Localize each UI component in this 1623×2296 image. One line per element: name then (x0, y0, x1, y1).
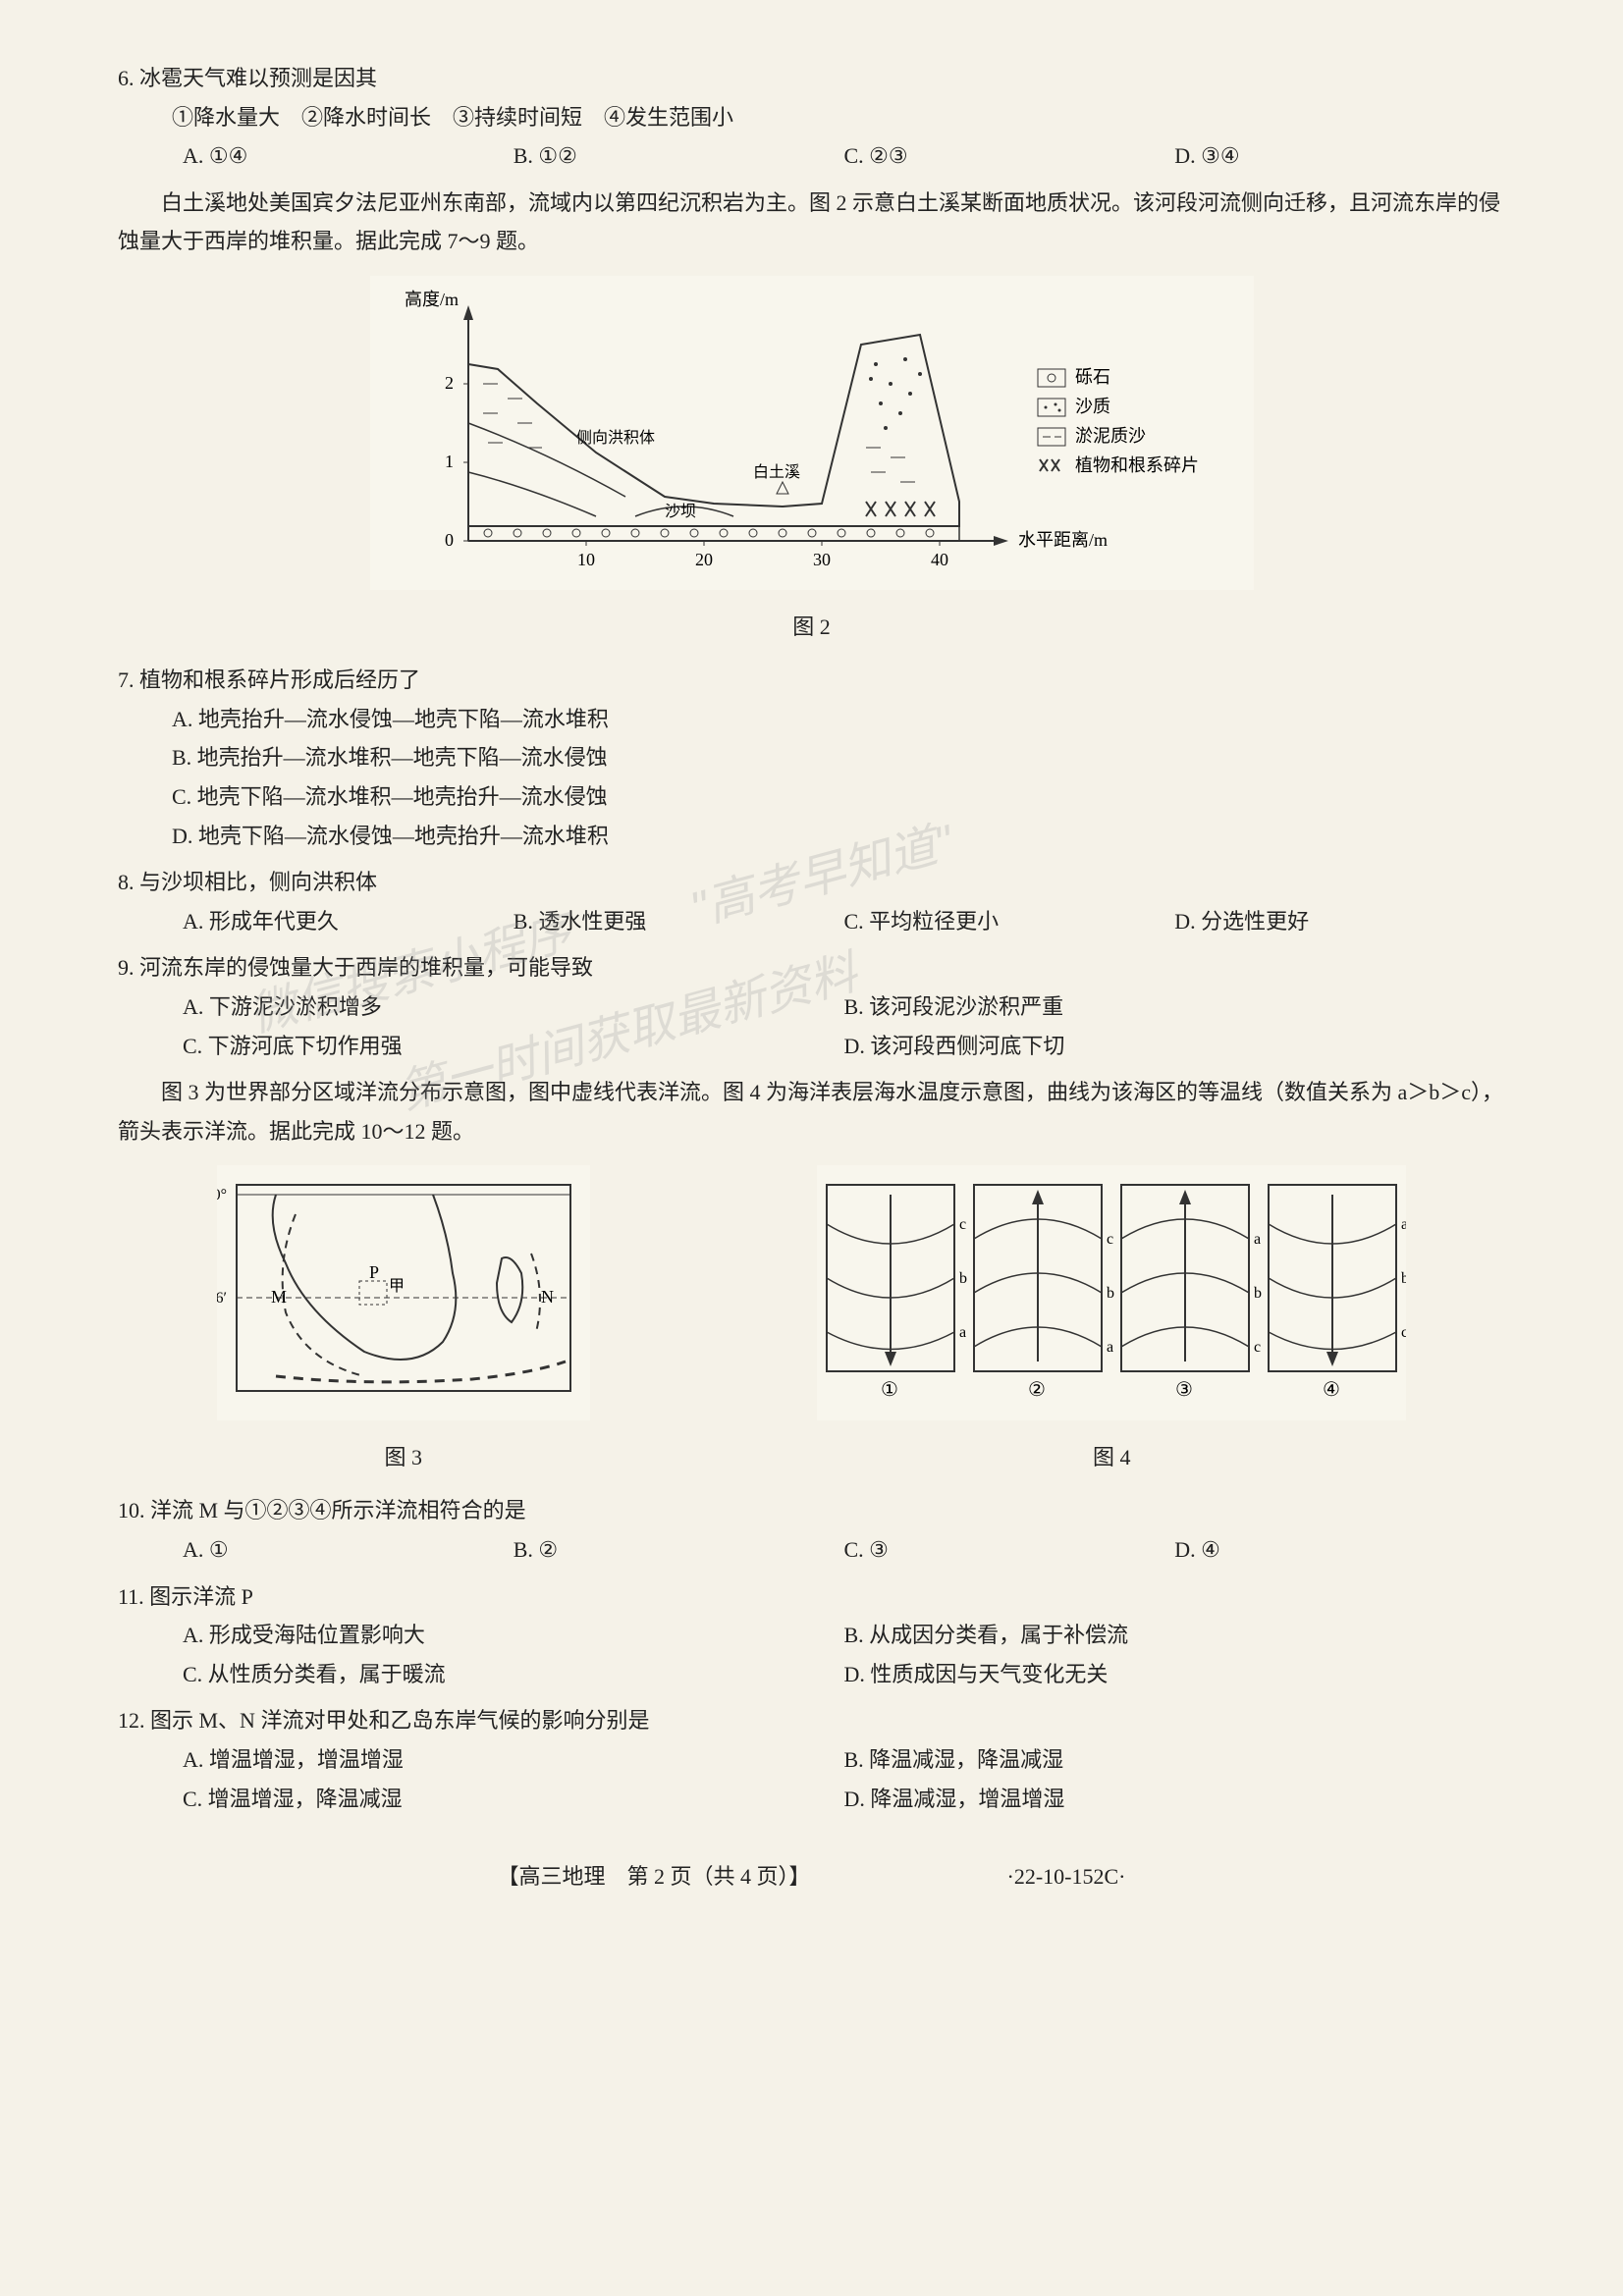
q6-subitems: ①降水量大 ②降水时间长 ③持续时间短 ④发生范围小 (118, 98, 1505, 137)
q12-opt-d: D. 降温减湿，增温增湿 (844, 1780, 1506, 1819)
q11-text: 11. 图示洋流 P (118, 1577, 1505, 1617)
q12-opt-a: A. 增温增湿，增温增湿 (183, 1740, 844, 1780)
svg-text:c: c (959, 1216, 966, 1233)
q8-opt-c: C. 平均粒径更小 (844, 902, 1175, 941)
figure-2: 0 1 2 10 20 30 40 高度/m 水平距离/m (118, 276, 1505, 646)
legend-silt: 淤泥质沙 (1075, 426, 1146, 446)
legend-gravel: 砾石 (1075, 367, 1110, 387)
q8-opt-d: D. 分选性更好 (1174, 902, 1505, 941)
q7-opt-b: B. 地壳抬升—流水堆积—地壳下陷—流水侵蚀 (172, 738, 1505, 777)
svg-text:a: a (959, 1324, 966, 1341)
xtick-0: 10 (577, 550, 595, 569)
fig4-caption: 图 4 (817, 1438, 1406, 1477)
intro-7-9: 白土溪地处美国宾夕法尼亚州东南部，流域内以第四纪沉积岩为主。图 2 示意白土溪某… (118, 184, 1505, 261)
intro-10-12: 图 3 为世界部分区域洋流分布示意图，图中虚线代表洋流。图 4 为海洋表层海水温… (118, 1073, 1505, 1150)
svg-text:a: a (1401, 1216, 1406, 1233)
q10-opt-a: A. ① (183, 1530, 514, 1570)
q10-opt-c: C. ③ (844, 1530, 1175, 1570)
ytick-1: 1 (445, 452, 454, 471)
xtick-3: 40 (931, 550, 948, 569)
xtick-1: 20 (695, 550, 713, 569)
figure-4: c b a ① c b a ② (817, 1165, 1406, 1476)
M-label: M (271, 1287, 287, 1307)
q10-opt-b: B. ② (514, 1530, 844, 1570)
river-label: 白土溪 (753, 463, 800, 481)
q12-opt-b: B. 降温减湿，降温减湿 (844, 1740, 1506, 1780)
svg-text:c: c (1254, 1339, 1261, 1356)
P-label: P (369, 1262, 379, 1282)
q9-text: 9. 河流东岸的侵蚀量大于西岸的堆积量，可能导致 (118, 948, 1505, 988)
q6-opt-a: A. ①④ (183, 136, 514, 176)
q6-opt-d: D. ③④ (1174, 136, 1505, 176)
tropic-label: 23°26′ (217, 1290, 227, 1307)
figure-3: 0° 23°26′ M N P 甲 图 3 (217, 1165, 590, 1476)
footer-code: ·22-10-152C· (1007, 1857, 1126, 1896)
q12-text: 12. 图示 M、N 洋流对甲处和乙岛东岸气候的影响分别是 (118, 1701, 1505, 1740)
q7-opt-c: C. 地壳下陷—流水堆积—地壳抬升—流水侵蚀 (172, 777, 1505, 817)
N-label: N (541, 1287, 554, 1307)
ytick-2: 2 (445, 373, 454, 393)
footer-page: 【高三地理 第 2 页（共 4 页）】 (498, 1857, 811, 1896)
q6-opt-c: C. ②③ (844, 136, 1175, 176)
svg-text:b: b (1107, 1285, 1114, 1302)
q9-opt-b: B. 该河段泥沙淤积严重 (844, 988, 1506, 1027)
svg-text:c: c (1401, 1324, 1406, 1341)
q9-opt-a: A. 下游泥沙淤积增多 (183, 988, 844, 1027)
svg-text:③: ③ (1175, 1379, 1193, 1401)
q7-text: 7. 植物和根系碎片形成后经历了 (118, 661, 1505, 700)
q6-text: 6. 冰雹天气难以预测是因其 (118, 59, 1505, 98)
q11-opt-b: B. 从成因分类看，属于补偿流 (844, 1616, 1506, 1655)
q11-opt-a: A. 形成受海陆位置影响大 (183, 1616, 844, 1655)
q9-opt-c: C. 下游河底下切作用强 (183, 1027, 844, 1066)
fig2-caption: 图 2 (118, 608, 1505, 647)
q9-opt-d: D. 该河段西侧河底下切 (844, 1027, 1506, 1066)
svg-text:a: a (1254, 1231, 1261, 1248)
svg-text:①: ① (881, 1379, 898, 1401)
jia-label: 甲 (389, 1278, 405, 1295)
svg-text:b: b (959, 1270, 967, 1287)
svg-text:a: a (1107, 1339, 1113, 1356)
q7-opt-a: A. 地壳抬升—流水侵蚀—地壳下陷—流水堆积 (172, 700, 1505, 739)
q8-opt-a: A. 形成年代更久 (183, 902, 514, 941)
q8-opt-b: B. 透水性更强 (514, 902, 844, 941)
xlabel: 水平距离/m (1018, 530, 1108, 550)
q6-opt-b: B. ①② (514, 136, 844, 176)
svg-text:④: ④ (1323, 1379, 1340, 1401)
legend-sand: 沙质 (1075, 397, 1110, 416)
q12-opt-c: C. 增温增湿，降温减湿 (183, 1780, 844, 1819)
ylabel: 高度/m (404, 290, 458, 309)
eq-label: 0° (217, 1187, 227, 1203)
q10-text: 10. 洋流 M 与①②③④所示洋流相符合的是 (118, 1491, 1505, 1530)
svg-text:c: c (1107, 1231, 1113, 1248)
q10-opt-d: D. ④ (1174, 1530, 1505, 1570)
lateral-label: 侧向洪积体 (576, 429, 655, 447)
q8-text: 8. 与沙坝相比，侧向洪积体 (118, 863, 1505, 902)
svg-text:b: b (1401, 1270, 1406, 1287)
ytick-0: 0 (445, 530, 454, 550)
svg-text:b: b (1254, 1285, 1262, 1302)
fig3-caption: 图 3 (217, 1438, 590, 1477)
bar-label: 沙坝 (665, 503, 696, 520)
svg-text:②: ② (1028, 1379, 1046, 1401)
q11-opt-d: D. 性质成因与天气变化无关 (844, 1655, 1506, 1694)
xtick-2: 30 (813, 550, 831, 569)
q11-opt-c: C. 从性质分类看，属于暖流 (183, 1655, 844, 1694)
legend-plant: 植物和根系碎片 (1075, 455, 1199, 475)
q7-opt-d: D. 地壳下陷—流水侵蚀—地壳抬升—流水堆积 (172, 817, 1505, 856)
